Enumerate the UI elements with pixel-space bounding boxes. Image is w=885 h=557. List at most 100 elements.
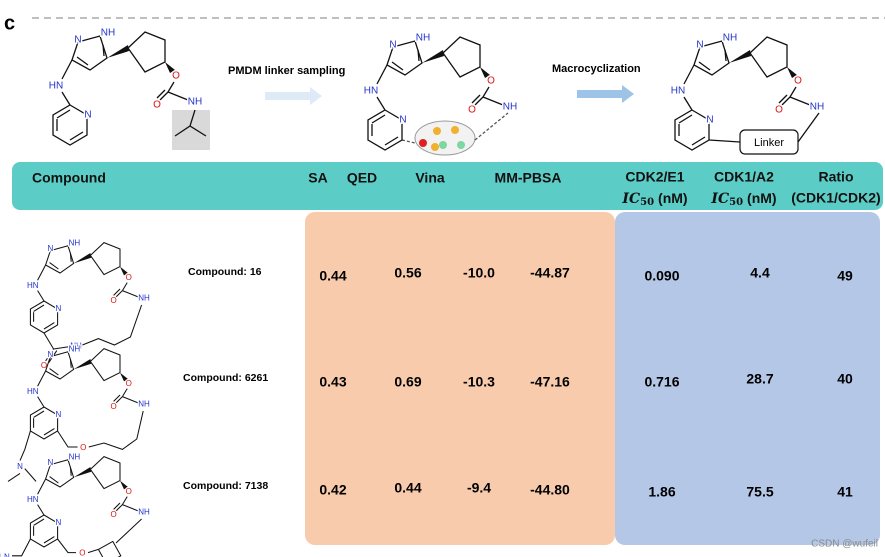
table-cell: 0.716	[644, 374, 679, 390]
bond	[122, 290, 139, 298]
atom-label: O	[794, 76, 802, 87]
bond	[678, 114, 693, 124]
molecule: Linker N NH HN N O O NH	[669, 31, 826, 155]
bond	[69, 466, 72, 476]
bond	[87, 548, 99, 554]
bond	[37, 478, 47, 495]
bond	[691, 136, 706, 146]
bond	[37, 264, 47, 281]
table-cell: 49	[837, 268, 853, 284]
table-cell: -47.16	[530, 374, 570, 390]
molecule: N NH HN N O O NH	[362, 31, 519, 156]
activity-panel	[615, 212, 880, 545]
ring	[52, 104, 88, 146]
column-header: CDK1/A2	[714, 169, 774, 185]
wedge-bond	[480, 67, 490, 78]
atom-label: NH	[69, 239, 81, 248]
bond	[384, 136, 399, 146]
column-header: IC50 (nM)	[710, 190, 776, 208]
sample-dot	[433, 127, 441, 135]
ring	[44, 459, 75, 488]
atom-label: NH	[138, 508, 150, 517]
atom-label: O	[126, 379, 132, 388]
bond	[167, 81, 175, 93]
bond	[49, 262, 59, 270]
atom-label: N	[56, 304, 62, 313]
bond	[724, 49, 727, 62]
table-cell: 0.43	[319, 374, 346, 390]
bond	[121, 282, 128, 291]
column-header: SA	[308, 170, 327, 186]
wedge-bond	[120, 372, 128, 382]
wedge-bond	[165, 62, 175, 73]
bond	[417, 49, 420, 62]
bond	[97, 540, 122, 557]
atom-label: NH	[188, 97, 202, 108]
bond	[37, 290, 45, 302]
bond	[156, 89, 166, 99]
sample-dot	[419, 139, 427, 147]
sample-dot	[439, 141, 447, 149]
atom-label: NH	[723, 33, 737, 44]
bond	[789, 96, 811, 106]
bond	[474, 112, 509, 141]
watermark: CSDN @wufeil	[811, 539, 878, 550]
ring	[367, 109, 403, 151]
bond	[174, 125, 207, 137]
ic-subscript: 50	[729, 197, 743, 208]
table-cell: 0.090	[644, 268, 679, 284]
column-header: CDK2/E1	[625, 169, 684, 185]
bond	[778, 94, 788, 104]
bond	[56, 109, 71, 119]
atom-label: N	[84, 110, 91, 121]
table-cell: 0.44	[319, 268, 346, 284]
bond	[37, 504, 45, 516]
sample-dot	[431, 143, 439, 151]
bond	[122, 396, 139, 404]
atom-label: NH	[810, 102, 824, 113]
sample-dot	[457, 141, 465, 149]
bond	[391, 61, 404, 71]
bond	[12, 538, 31, 557]
bond	[482, 86, 490, 98]
bond	[33, 518, 45, 526]
bond	[43, 332, 55, 350]
bond	[113, 394, 121, 402]
bond	[45, 348, 55, 362]
wedge-bond	[120, 480, 128, 490]
wedge-bond	[422, 50, 444, 63]
ic-label: IC	[710, 191, 729, 207]
bond	[57, 430, 78, 448]
ring	[89, 241, 121, 276]
bond	[61, 59, 73, 80]
bond	[115, 290, 123, 298]
sample-dot	[451, 126, 459, 134]
header-bar	[12, 162, 883, 210]
atom-label: NH	[70, 342, 82, 351]
atom-label: O	[172, 71, 180, 82]
ring	[44, 245, 75, 274]
atom-label: O	[153, 100, 161, 111]
atom-label: HN	[364, 86, 378, 97]
atom-label: O	[80, 443, 86, 452]
bond	[471, 94, 481, 104]
wedge-bond	[107, 45, 129, 58]
bond	[48, 350, 58, 363]
ring	[29, 406, 59, 440]
atom-label: N	[399, 115, 406, 126]
bond	[69, 131, 84, 141]
bond	[683, 96, 693, 111]
table-cell: 1.86	[648, 484, 675, 500]
bond	[113, 288, 121, 296]
column-header: (CDK1/CDK2)	[791, 190, 880, 206]
table-cell: -10.0	[463, 265, 495, 281]
table-cell: 75.5	[746, 484, 773, 500]
property-panel	[305, 212, 615, 545]
atom-label: N	[706, 115, 713, 126]
atom-label: O	[110, 510, 116, 519]
atom-label: HN	[27, 281, 39, 290]
highlight-box	[172, 110, 210, 150]
